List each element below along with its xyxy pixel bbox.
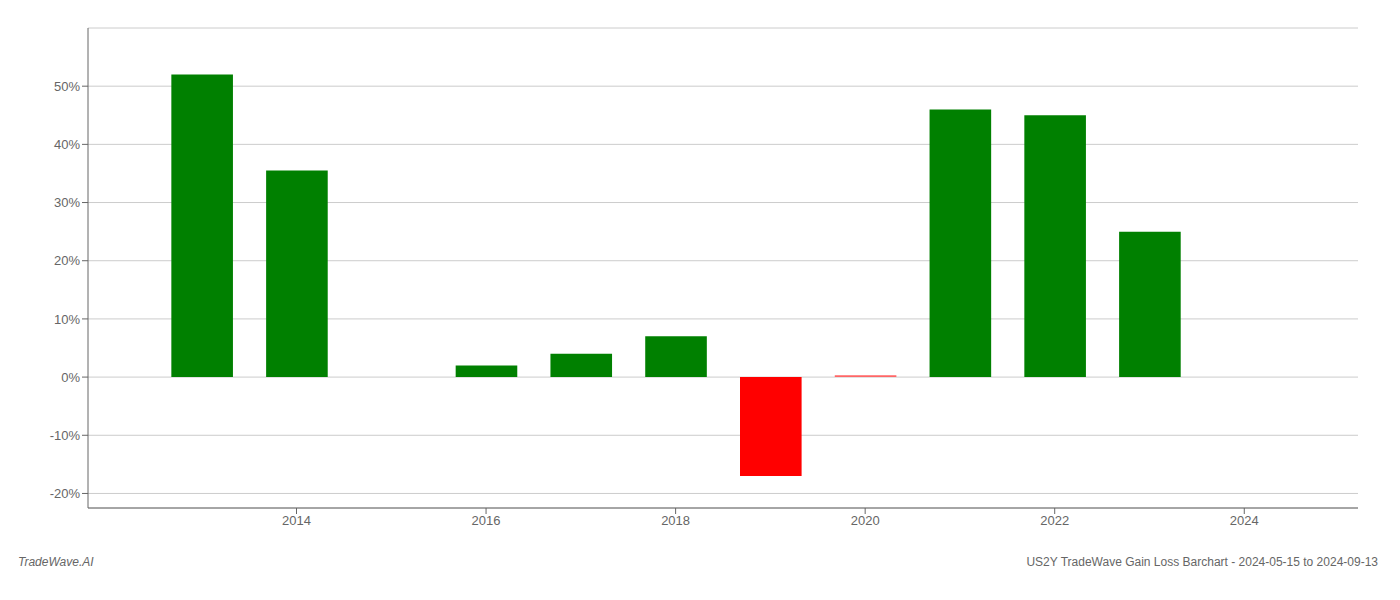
svg-text:40%: 40% xyxy=(54,137,80,152)
svg-text:20%: 20% xyxy=(54,253,80,268)
html-text:TradeWave.AI: TradeWave.AI xyxy=(18,555,94,569)
svg-text:2018: 2018 xyxy=(661,513,690,528)
svg-text:0%: 0% xyxy=(61,370,80,385)
svg-text:50%: 50% xyxy=(54,79,80,94)
svg-text:2014: 2014 xyxy=(282,513,311,528)
svg-text:10%: 10% xyxy=(54,312,80,327)
svg-text:30%: 30% xyxy=(54,195,80,210)
svg-text:-20%: -20% xyxy=(50,486,81,501)
svg-text:2024: 2024 xyxy=(1230,513,1259,528)
svg-text:2022: 2022 xyxy=(1040,513,1069,528)
svg-text:2016: 2016 xyxy=(472,513,501,528)
svg-text:2020: 2020 xyxy=(851,513,880,528)
svg-text:-10%: -10% xyxy=(50,428,81,443)
html-text:US2Y TradeWave Gain Loss Barch: US2Y TradeWave Gain Loss Barchart - 2024… xyxy=(1026,555,1378,569)
